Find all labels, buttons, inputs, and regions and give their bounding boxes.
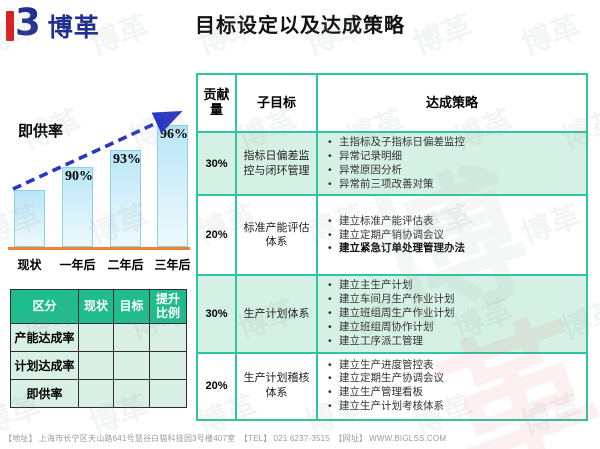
strategies-cell: 建立标准产能评估表建立定期产销协调会议建立紧急订单处理管理办法: [316, 194, 588, 277]
metric-column-header: 现状: [78, 289, 114, 324]
strategy-item: 建立主生产计划: [326, 279, 582, 293]
chart-title: 即供率: [18, 123, 64, 140]
company-logo: 3 博革: [6, 1, 100, 46]
x-axis-label: 一年后: [59, 258, 96, 272]
logo-b-icon: 3: [15, 1, 41, 44]
strategy-table-header-row: 贡献量 子目标 达成策略: [196, 73, 588, 133]
strategy-item: 建立紧急订单处理管理办法: [326, 242, 582, 256]
bar-value-label: 93%: [113, 152, 141, 167]
strategy-item: 建立生产计划考核体系: [326, 400, 582, 414]
strategy-item: 建立班组周生产作业计划: [326, 307, 582, 321]
strategy-row: 30%指标日偏差监控与闭环管理主指标及子指标日偏差监控异常记录明细异常原因分析异…: [196, 130, 588, 197]
subgoal-cell: 指标日偏差监控与闭环管理: [235, 130, 318, 197]
strategy-item: 建立生产管理看板: [326, 386, 582, 400]
metric-empty-cell: [78, 379, 114, 408]
x-axis-label: 现状: [17, 258, 42, 272]
strategy-item: 主指标及子指标日偏差监控: [326, 136, 582, 150]
strategy-row: 20%生产计划稽核体系建立生产进度管控表建立定期生产协调会议建立生产管理看板建立…: [196, 351, 588, 421]
metric-row: 产能达成率: [10, 323, 187, 352]
bar-现状: [14, 190, 45, 247]
metric-empty-cell: [78, 351, 114, 380]
web-label: 【网址】: [334, 434, 368, 443]
metric-table: 区分 现状 目标 提升比例 产能达成率 计划达成率 即供率: [10, 289, 187, 408]
subgoal-cell: 生产计划体系: [235, 274, 318, 354]
metric-row-label: 计划达成率: [10, 351, 79, 380]
metric-row: 即供率: [10, 379, 187, 408]
supply-rate-chart: 即供率 90% 93% 96% 现状 一年后 二年后 三年后: [8, 108, 192, 280]
footer-contact-line: 【地址】 上海市长宁区天山路641号慧谷白猫科技园3号楼407室 【TEL】 021…: [4, 433, 448, 444]
bar-三年后: 96%: [157, 125, 188, 247]
metric-table-header-row: 区分 现状 目标 提升比例: [10, 289, 187, 324]
metric-column-header: 区分: [10, 289, 79, 324]
metric-column-header: 目标: [113, 289, 150, 324]
strategy-row: 20%标准产能评估体系建立标准产能评估表建立定期产销协调会议建立紧急订单处理管理…: [196, 194, 588, 277]
contribution-cell: 20%: [196, 351, 237, 421]
strategy-item: 建立工序派工管理: [326, 335, 582, 349]
strategy-item: 异常原因分析: [326, 164, 582, 178]
contribution-cell: 30%: [196, 274, 237, 354]
metric-row-label: 即供率: [10, 379, 79, 408]
metric-empty-cell: [149, 323, 187, 352]
subgoal-cell: 标准产能评估体系: [235, 194, 318, 277]
chart-baseline: [8, 247, 190, 250]
metric-column-header: 提升比例: [149, 289, 187, 324]
metric-empty-cell: [113, 351, 150, 380]
strategy-item: 异常前三项改善对策: [326, 178, 582, 192]
strategy-column-header: 子目标: [235, 73, 318, 133]
contribution-cell: 30%: [196, 130, 237, 197]
bar-一年后: 90%: [62, 167, 93, 247]
metric-empty-cell: [113, 323, 150, 352]
x-axis-label: 二年后: [107, 258, 144, 272]
strategy-row: 30%生产计划体系建立主生产计划建立车间月生产作业计划建立班组周生产作业计划建立…: [196, 274, 588, 354]
strategies-cell: 建立主生产计划建立车间月生产作业计划建立班组周生产作业计划建立班组周协作计划建立…: [316, 274, 588, 354]
strategy-item: 异常记录明细: [326, 150, 582, 164]
strategy-column-header: 贡献量: [196, 73, 237, 133]
strategies-cell: 建立生产进度管控表建立定期生产协调会议建立生产管理看板建立生产计划考核体系: [316, 351, 588, 421]
tel-label: 【TEL】: [239, 434, 272, 443]
strategies-cell: 主指标及子指标日偏差监控异常记录明细异常原因分析异常前三项改善对策: [316, 130, 588, 197]
subgoal-cell: 生产计划稽核体系: [235, 351, 318, 421]
strategy-item: 建立车间月生产作业计划: [326, 293, 582, 307]
logo-red-bar-icon: [6, 11, 14, 41]
bar-二年后: 93%: [110, 150, 141, 247]
strategy-column-header: 达成策略: [316, 73, 588, 133]
page-title: 目标设定以及达成策略: [195, 15, 405, 37]
metric-empty-cell: [149, 379, 187, 408]
strategy-item: 建立生产进度管控表: [326, 359, 582, 373]
metric-row: 计划达成率: [10, 351, 187, 380]
trend-arrow-icon: [12, 110, 183, 191]
tel-value: 021 6237-3515: [273, 434, 330, 443]
address-value: 上海市长宁区天山路641号慧谷白猫科技园3号楼407室: [38, 434, 236, 443]
strategy-item: 建立定期产销协调会议: [326, 229, 582, 243]
strategy-item: 建立标准产能评估表: [326, 215, 582, 229]
metric-empty-cell: [78, 323, 114, 352]
metric-row-label: 产能达成率: [10, 323, 79, 352]
metric-empty-cell: [113, 379, 150, 408]
strategy-item: 建立班组周协作计划: [326, 321, 582, 335]
x-axis-label: 三年后: [154, 258, 191, 272]
strategy-item: 建立定期生产协调会议: [326, 372, 582, 386]
address-label: 【地址】: [4, 434, 37, 443]
bar-value-label: 90%: [65, 169, 93, 184]
web-value: WWW.BIGLSS.COM: [369, 434, 447, 443]
logo-text: 博革: [47, 14, 100, 42]
metric-empty-cell: [149, 351, 187, 380]
contribution-cell: 20%: [196, 194, 237, 277]
